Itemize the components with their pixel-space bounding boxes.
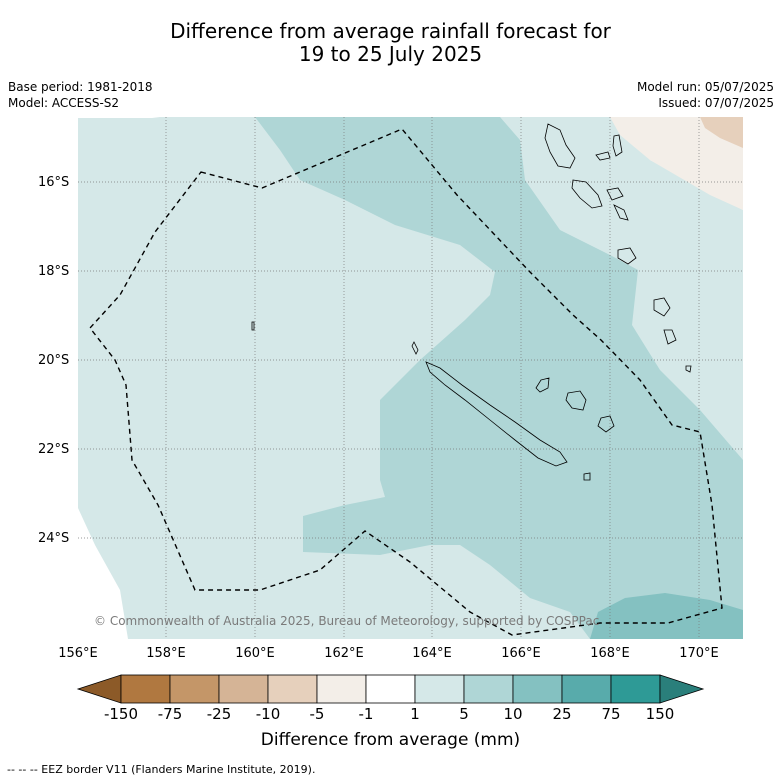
island-ouvea: [535, 377, 550, 393]
colorbar-segment: [512, 674, 563, 704]
colorbar-tick-label: -5: [309, 705, 325, 723]
island-maewo: [595, 151, 611, 161]
neutral-region-top: [78, 117, 160, 118]
colorbar-tick-label: 10: [503, 705, 523, 723]
colorbar-segment: [267, 674, 318, 704]
colorbar: [76, 674, 705, 704]
colorbar-tick-label: -10: [255, 705, 281, 723]
colorbar-title: Difference from average (mm): [260, 730, 521, 750]
meta-right: Model run: 05/07/2025 Issued: 07/07/2025: [637, 79, 774, 111]
island-erromango: [653, 297, 671, 317]
title-line-2: 19 to 25 July 2025: [298, 42, 483, 66]
neutral-region-southwest: [78, 508, 128, 639]
new-caledonia-island: [425, 361, 568, 467]
islands: [251, 123, 692, 481]
colorbar-segment: [218, 674, 269, 704]
band-10-25-region: [590, 593, 743, 639]
island-epi: [613, 204, 629, 221]
colorbar-segments: [76, 674, 705, 704]
colorbar-tick-label: 1: [410, 705, 420, 723]
colorbar-segment: [169, 674, 220, 704]
map-area: [78, 117, 743, 639]
meta-left: Base period: 1981-2018 Model: ACCESS-S2: [8, 79, 153, 111]
island-efate: [617, 247, 637, 265]
island-chesterfield: [251, 321, 255, 331]
island-ambrym: [606, 187, 624, 201]
island-aneityum: [685, 365, 692, 373]
title-line-1: Difference from average rainfall forecas…: [170, 19, 611, 43]
colorbar-arrow-high: [659, 674, 705, 704]
colorbar-tick-label: 25: [552, 705, 572, 723]
island-tanna: [663, 329, 677, 345]
colorbar-tick-label: 150: [645, 705, 675, 723]
lat-label-18s: 18°S: [38, 264, 70, 279]
colorbar-tick-label: 75: [601, 705, 621, 723]
eez-border: [89, 128, 723, 636]
model-name: Model: ACCESS-S2: [8, 96, 120, 110]
lon-label-166e: 166°E: [501, 646, 541, 661]
graticule: [78, 117, 743, 639]
colorbar-tick-label: -1: [358, 705, 374, 723]
island-pentecost: [612, 134, 623, 157]
lat-label-16s: 16°S: [38, 175, 70, 190]
colorbar-segment: [414, 674, 465, 704]
island-belep: [411, 341, 419, 355]
colorbar-segment: [120, 674, 171, 704]
colorbar-segment: [316, 674, 367, 704]
lon-label-168e: 168°E: [590, 646, 630, 661]
model-run: Model run: 05/07/2025: [636, 80, 774, 94]
lat-label-20s: 20°S: [38, 353, 70, 368]
lon-label-170e: 170°E: [679, 646, 719, 661]
copyright-notice: © Commonwealth of Australia 2025, Bureau…: [94, 614, 600, 628]
island-malakula: [571, 179, 603, 209]
band-neg1-neg5-region: [610, 117, 743, 210]
lon-label-156e: 156°E: [58, 646, 98, 661]
island-mare: [597, 415, 615, 433]
lon-label-160e: 160°E: [235, 646, 275, 661]
colorbar-tick-label: -75: [157, 705, 183, 723]
colorbar-arrow-low: [76, 674, 122, 704]
issued-date: Issued: 07/07/2025: [658, 96, 774, 110]
eez-footer-note: -- -- -- EEZ border V11 (Flanders Marine…: [7, 763, 316, 776]
band-5-10-region: [255, 117, 743, 639]
colorbar-tick-label: -150: [103, 705, 139, 723]
band-neg5-neg10-region: [700, 117, 743, 148]
colorbar-segment: [561, 674, 612, 704]
lat-label-22s: 22°S: [38, 442, 70, 457]
base-period: Base period: 1981-2018: [8, 80, 153, 94]
colorbar-tick-label: -25: [206, 705, 232, 723]
map-title: Difference from average rainfall forecas…: [0, 20, 781, 66]
colorbar-segment: [463, 674, 514, 704]
lat-label-24s: 24°S: [38, 531, 70, 546]
island-lifou: [565, 390, 587, 411]
colorbar-tick-label: 5: [459, 705, 469, 723]
colorbar-segment: [610, 674, 661, 704]
island-espiritu-santo: [544, 123, 576, 169]
island-isle-of-pines: [583, 472, 591, 481]
lon-label-158e: 158°E: [146, 646, 186, 661]
colorbar-segment: [365, 674, 416, 704]
lon-label-164e: 164°E: [412, 646, 452, 661]
lon-label-162e: 162°E: [324, 646, 364, 661]
